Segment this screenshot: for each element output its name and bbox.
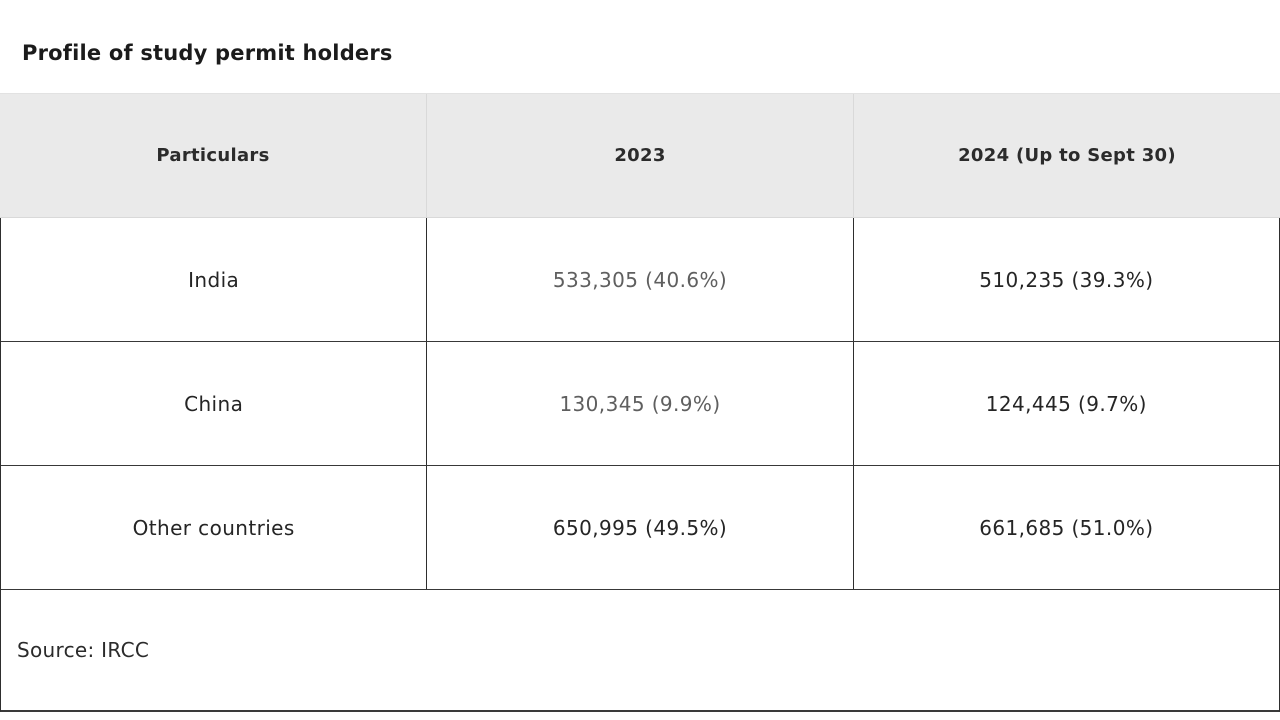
value-2024: 510,235 (39.3%) [852,218,1279,341]
row-label: Other countries [132,515,295,540]
source-note: Source: IRCC [17,638,150,662]
table-body: India 533,305 (40.6%) 510,235 (39.3%) Ch… [0,218,1280,712]
col-header-2023: 2023 [426,94,853,217]
value-2023: 650,995 (49.5%) [426,466,852,589]
value-2024: 661,685 (51.0%) [852,466,1279,589]
row-label: India [188,267,240,292]
value-2023: 533,305 (40.6%) [426,218,852,341]
value-2023: 130,345 (9.9%) [426,342,852,465]
study-permit-table: Particulars 2023 2024 (Up to Sept 30) In… [0,93,1280,712]
table-row-source: Source: IRCC [1,590,1279,710]
page-title: Profile of study permit holders [22,41,393,65]
value-2024: 124,445 (9.7%) [852,342,1279,465]
table-row-china: China 130,345 (9.9%) 124,445 (9.7%) [1,342,1279,466]
row-label: China [184,391,244,416]
table-header-row: Particulars 2023 2024 (Up to Sept 30) [0,93,1280,218]
col-header-2024: 2024 (Up to Sept 30) [853,94,1280,217]
col-header-particulars: Particulars [156,145,270,166]
table-row-india: India 533,305 (40.6%) 510,235 (39.3%) [1,218,1279,342]
table-row-other-countries: Other countries 650,995 (49.5%) 661,685 … [1,466,1279,590]
